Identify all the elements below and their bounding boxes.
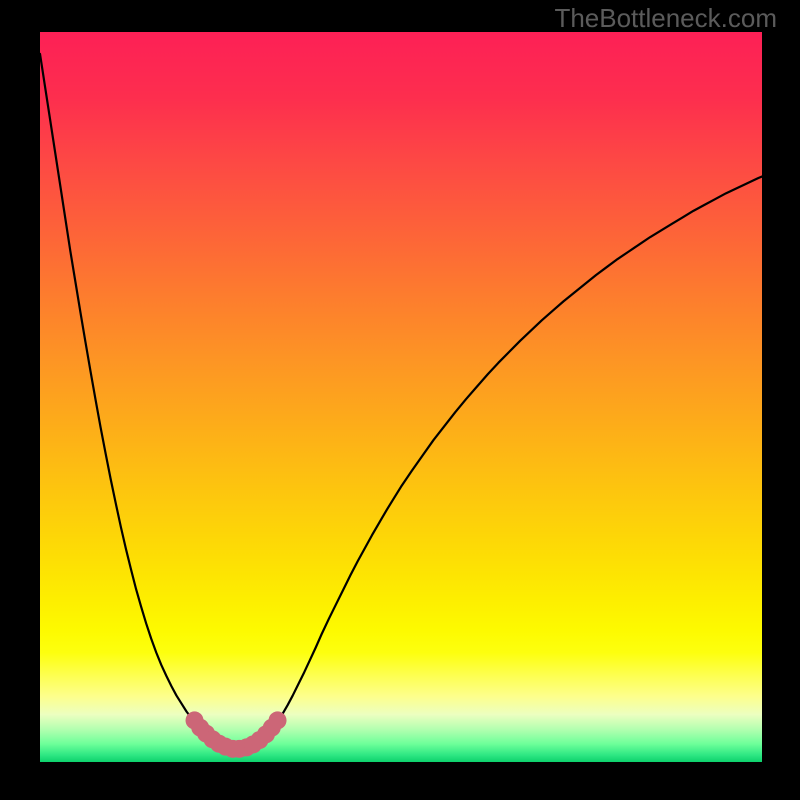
plot-area	[40, 32, 762, 762]
watermark-text: TheBottleneck.com	[554, 3, 777, 34]
plot-svg	[40, 32, 762, 762]
bottleneck-marker	[269, 711, 287, 729]
figure-frame: TheBottleneck.com	[0, 0, 800, 800]
plot-background	[40, 32, 762, 762]
